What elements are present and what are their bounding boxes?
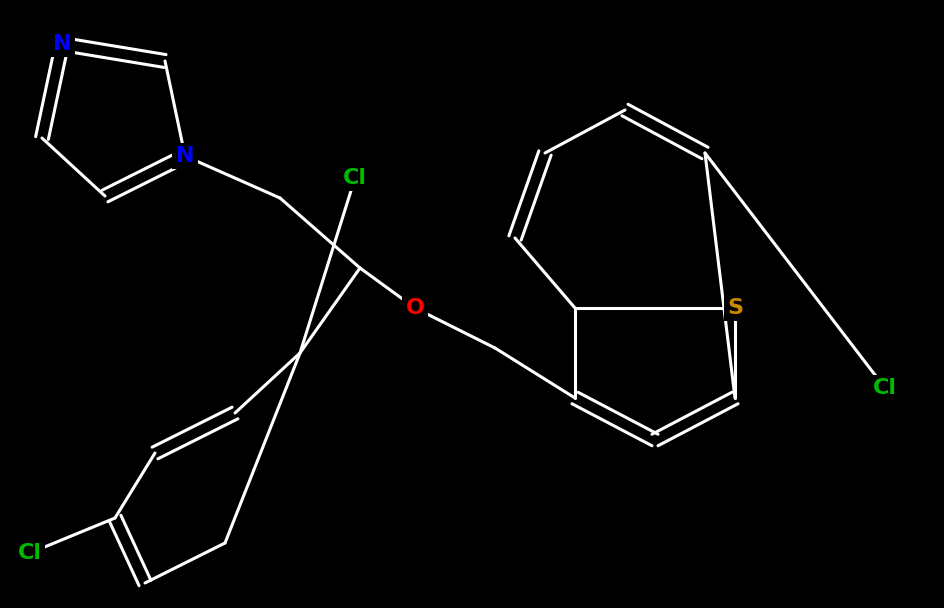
Text: Cl: Cl <box>18 543 42 563</box>
Text: Cl: Cl <box>343 168 367 188</box>
Text: N: N <box>53 34 71 54</box>
Text: N: N <box>176 146 194 166</box>
Text: O: O <box>406 298 425 318</box>
Text: Cl: Cl <box>873 378 897 398</box>
Text: S: S <box>727 298 743 318</box>
